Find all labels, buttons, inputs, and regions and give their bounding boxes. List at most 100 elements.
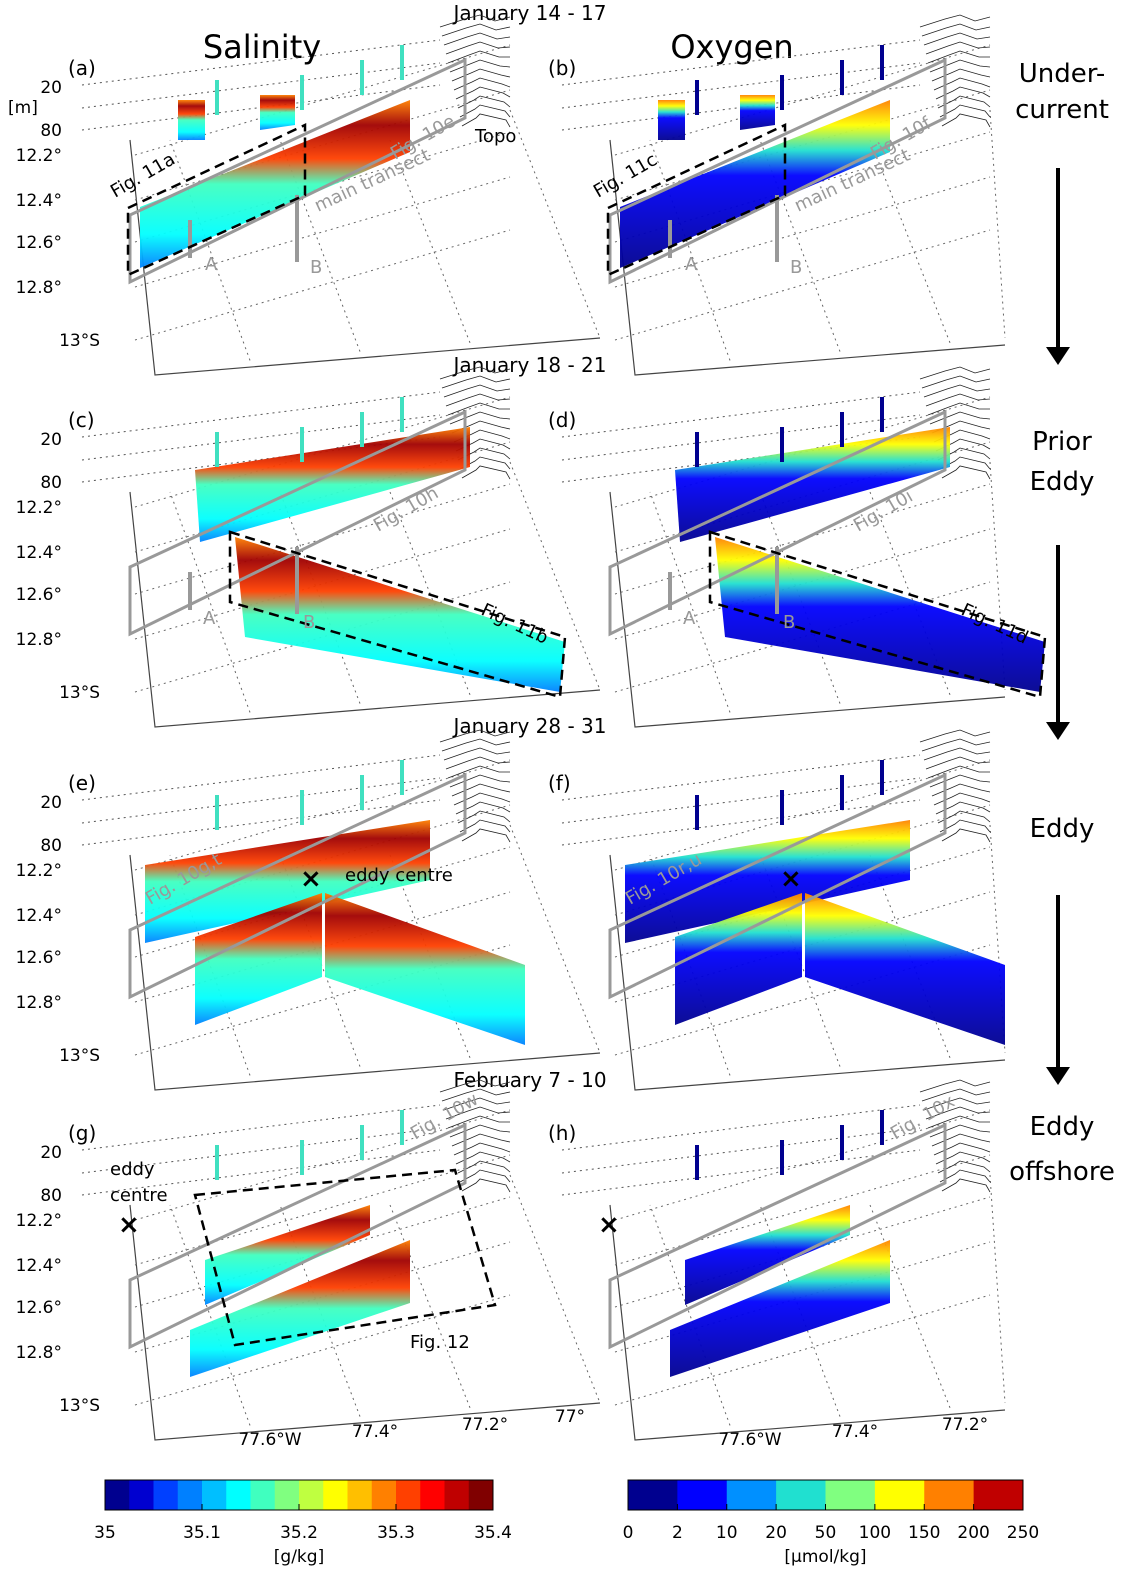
topo-line [931, 783, 991, 797]
lat-grid [614, 1196, 991, 1308]
colorbar-cell [177, 1480, 203, 1510]
row-label: Eddy [1030, 467, 1095, 497]
annotation: Fig. 12 [410, 1332, 470, 1353]
row-label: current [1015, 95, 1109, 125]
lat-grid [614, 1241, 991, 1353]
topo-line [461, 465, 511, 480]
topo-line [921, 738, 991, 752]
profile [300, 790, 304, 825]
topo-line [447, 765, 510, 779]
transect-frame [128, 1122, 467, 1350]
topo-line [929, 774, 991, 788]
topo-line [935, 801, 991, 815]
topo-line [453, 1142, 511, 1156]
eddy-marker: × [598, 1210, 620, 1240]
topo-line [919, 729, 991, 743]
profile [880, 397, 884, 432]
depth-grid [561, 414, 921, 461]
colorbar-cell [825, 1480, 876, 1510]
lat-tick: 12.6° [16, 233, 62, 253]
topo-line [941, 113, 991, 128]
depth-tick: 80 [40, 1186, 62, 1206]
topo-line [443, 747, 511, 761]
annotation: B [310, 257, 322, 278]
panel-letter: (g) [68, 1121, 96, 1145]
annotation: Topo [474, 126, 516, 147]
panel-frame [129, 491, 601, 728]
depth-grid [561, 754, 921, 801]
lon-grid [279, 1204, 361, 1417]
lat-grid [614, 396, 991, 508]
depth-grid [81, 1104, 441, 1151]
panel-letter: (b) [548, 56, 576, 80]
topo-line [449, 411, 511, 425]
lon-grid [279, 139, 361, 352]
colorbar-cell [677, 1480, 728, 1510]
lon-tick: 77° [555, 1407, 585, 1427]
topo-line [443, 32, 511, 46]
transect-frame [128, 772, 467, 1000]
panel-letter: (h) [548, 1121, 576, 1145]
eddy-marker: × [118, 1210, 140, 1240]
topo-line [445, 756, 511, 770]
frame-edge [509, 461, 601, 691]
topo-line [937, 95, 991, 109]
lon-grid [389, 139, 471, 343]
profile [300, 427, 304, 462]
topo-line [447, 1115, 510, 1129]
lat-grid [134, 89, 511, 201]
annotation: B [783, 612, 795, 633]
topo-line [937, 810, 991, 824]
panel-letter: (c) [68, 408, 95, 432]
annotation: centre [110, 1185, 168, 1206]
colorbar-cell [371, 1480, 397, 1510]
lon-grid [759, 491, 841, 704]
topo-line [933, 1142, 991, 1156]
colorbar-cell [153, 1480, 179, 1510]
topo-line [923, 384, 991, 398]
lat-grid [134, 396, 511, 508]
profile [400, 397, 404, 432]
topo-line [445, 393, 511, 407]
topo-line [921, 1088, 991, 1102]
topo-line [921, 23, 991, 37]
profile [215, 795, 219, 830]
lat-tick: 13°S [59, 1046, 100, 1066]
lat-grid [614, 176, 991, 288]
topo-line [921, 375, 991, 389]
profile [360, 412, 364, 447]
lat-tick: 12.2° [16, 861, 62, 881]
profile [840, 775, 844, 810]
lat-grid [614, 44, 991, 156]
colorbar-unit: [µmol/kg] [784, 1547, 866, 1567]
depth-unit: [m] [8, 98, 38, 118]
topo-line [441, 738, 511, 752]
data-curtain [715, 537, 1045, 692]
lon-tick: 77.4° [832, 1422, 878, 1442]
depth-grid [561, 1149, 921, 1196]
profile [400, 45, 404, 80]
lat-grid [614, 1109, 991, 1221]
topo-line [941, 465, 991, 480]
fig-box [193, 1168, 497, 1347]
topo-line [927, 50, 990, 64]
frame-edge [509, 1174, 601, 1404]
topo-line [439, 729, 511, 743]
data-curtain [140, 100, 410, 268]
topo-line [925, 393, 991, 407]
profile [780, 427, 784, 462]
depth-grid [561, 391, 921, 438]
lat-grid [614, 483, 991, 595]
topo-line [933, 77, 991, 91]
profile [840, 412, 844, 447]
depth-grid [561, 1104, 921, 1151]
panel-letter: (d) [548, 408, 576, 432]
depth-grid [561, 1127, 921, 1174]
date-label: January 18 - 21 [451, 353, 606, 377]
colorbar-cell [726, 1480, 777, 1510]
colorbar-cell [874, 1480, 925, 1510]
topo-line [453, 77, 511, 91]
topo-line [459, 104, 511, 118]
colorbar-tick-label: 200 [957, 1523, 989, 1543]
